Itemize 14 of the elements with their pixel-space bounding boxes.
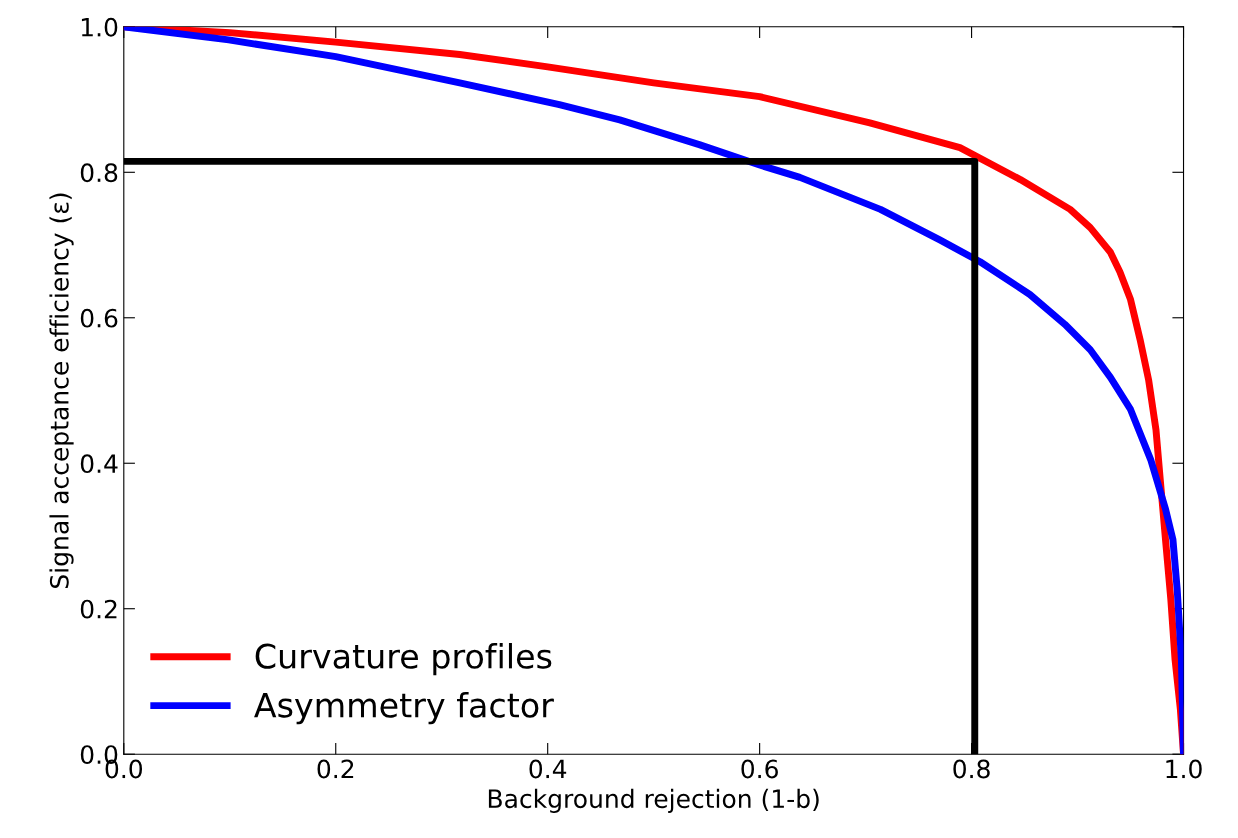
- y-tick-label: 0.2: [80, 599, 117, 619]
- x-tick-label: 0.4: [529, 759, 567, 779]
- x-tick-label: 0.6: [741, 759, 778, 779]
- x-tick-label: 0.2: [317, 759, 354, 779]
- legend-label: Curvature profiles: [255, 643, 552, 676]
- x-tick-label: 1.0: [1166, 759, 1202, 779]
- legend-label: Asymmetry factor: [254, 691, 554, 725]
- y-axis-title: Signal acceptance efficiency (ε): [49, 193, 74, 588]
- x-axis-title: Background rejection (1-b): [488, 788, 819, 814]
- y-tick-label: 0.6: [80, 308, 118, 328]
- y-tick-label: 0.4: [80, 454, 118, 474]
- y-tick-label: 0.8: [80, 163, 118, 183]
- y-tick-label: 1.0: [81, 17, 118, 37]
- x-tick-label: 0.8: [953, 759, 990, 779]
